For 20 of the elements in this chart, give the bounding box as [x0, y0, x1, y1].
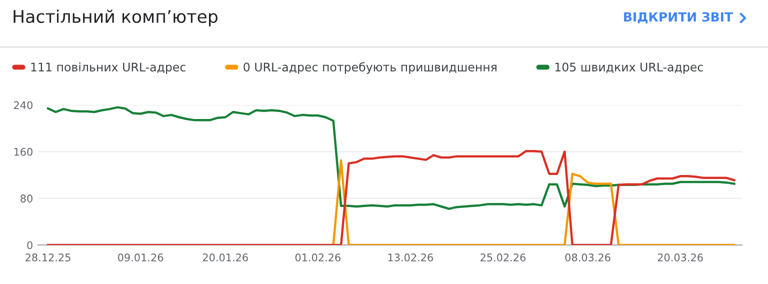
- x-tick-label: 20.03.26: [658, 254, 703, 262]
- legend-label: 0 URL-адрес потребують пришвидшення: [244, 62, 496, 74]
- legend-label: 105 швидких URL-адрес: [555, 62, 703, 74]
- chart-title: Настільний комп’ютер: [14, 10, 218, 26]
- y-tick-label: 80: [20, 194, 32, 202]
- x-tick-label: 01.02.26: [295, 254, 340, 262]
- y-tick-label: 240: [14, 101, 32, 110]
- x-tick-label: 13.02.26: [388, 254, 433, 262]
- x-tick-label: 25.02.26: [480, 254, 526, 262]
- line-series: [332, 159, 736, 245]
- x-tick-label: 28.12.25: [26, 254, 70, 262]
- legend-label: 111 повільних URL-адрес: [31, 62, 186, 74]
- x-tick-label: 20.01.26: [202, 254, 248, 262]
- y-tick-label: 160: [14, 148, 32, 156]
- y-tick-label: 0: [27, 241, 32, 250]
- line-series: [46, 150, 736, 245]
- line-series: [46, 106, 736, 210]
- x-tick-label: 08.03.26: [565, 254, 610, 262]
- text: ВІДКРИТИ ЗВІТ: [624, 12, 733, 24]
- x-tick-label: 09.01.26: [118, 254, 164, 262]
